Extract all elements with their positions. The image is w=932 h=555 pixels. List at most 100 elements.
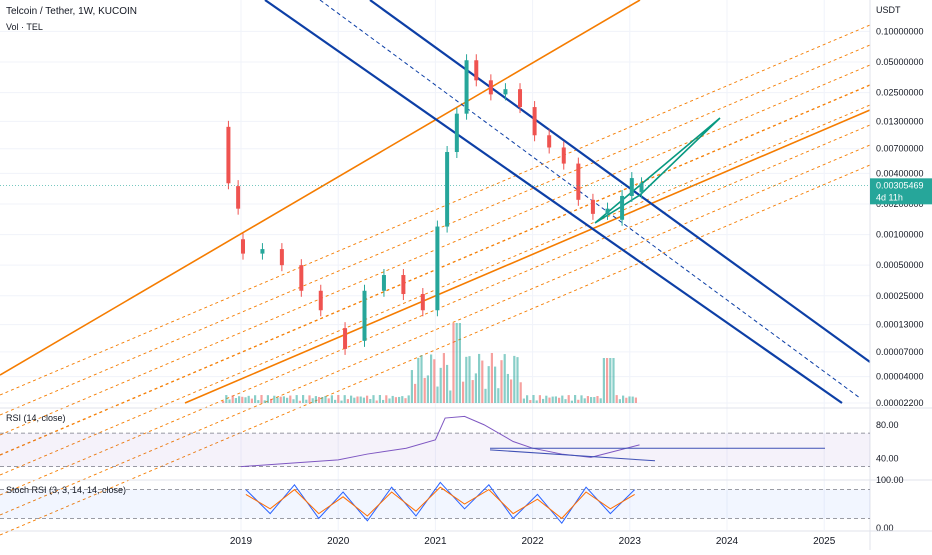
stoch-tick-label-1: 0.00 [876,523,894,533]
volume-bar-98 [535,400,538,403]
fib-line-1 [0,24,871,396]
price-tick-label-1: 0.05000000 [876,57,924,67]
volume-bar-96 [529,400,532,403]
volume-bar-41 [353,397,356,403]
volume-label: Vol · TEL [6,22,43,32]
fib-line-4 [0,84,871,456]
rsi-tick-label-1: 40.00 [876,453,899,463]
price-tick-label-11: 0.00007000 [876,347,924,357]
volume-bar-97 [532,395,535,403]
fib-line-3 [0,64,871,436]
candle-body-25 [605,208,610,214]
volume-bar-114 [586,396,589,403]
volume-bar-80 [478,353,481,403]
candle-body-3 [260,249,265,254]
candle-body-22 [561,147,566,164]
volume-bar-3 [231,395,234,403]
channel-upper-line [0,0,641,376]
volume-bar-126 [625,397,628,403]
time-tick-label-2025: 2025 [813,536,836,547]
stoch-tick-label-0: 100.00 [876,475,904,485]
price-axis-unit: USDT [876,5,901,15]
volume-bar-50 [382,399,385,403]
volume-bar-52 [388,398,391,403]
volume-bar-36 [337,395,340,403]
volume-bar-90 [510,379,513,403]
volume-bar-120 [606,358,609,403]
volume-bar-30 [318,396,321,403]
volume-bar-61 [417,357,420,403]
volume-bar-85 [494,366,497,403]
fib-line-2 [0,44,871,416]
volume-bar-46 [369,399,372,403]
price-tick-label-8: 0.00050000 [876,260,924,270]
candle-body-11 [420,294,425,311]
volume-bar-115 [590,397,593,403]
volume-bar-111 [577,399,580,403]
volume-bar-101 [545,395,548,403]
volume-bar-74 [458,323,461,403]
volume-bar-123 [615,395,618,403]
price-tick-label-2: 0.02500000 [876,88,924,98]
volume-bar-51 [385,395,388,403]
volume-bar-73 [455,323,458,403]
stoch-line-0 [245,481,636,525]
volume-bar-106 [561,395,564,403]
volume-bar-45 [366,395,369,403]
volume-bar-77 [468,356,471,403]
time-axis[interactable]: 2019 2020 2021 2022 2023 2024 2025 [0,530,932,547]
stoch-title: Stoch RSI (3, 3, 14, 14, close) [6,485,126,495]
rsi-band-fill [0,433,870,467]
rsi-pane[interactable]: RSI (14, close) 80.00 40.00 [0,407,932,468]
candle-body-1 [236,186,241,209]
chart-title: Telcoin / Tether, 1W, KUCOIN [6,6,137,17]
volume-bar-127 [628,396,631,403]
rising-wedge [594,117,721,224]
fib-line-6 [0,124,871,496]
descending-channel-lower [264,0,843,404]
volume-bar-37 [340,400,343,403]
volume-bar-92 [516,357,519,403]
rsi-tick-label-0: 80.00 [876,420,899,430]
candle-body-4 [279,249,284,266]
volume-bar-12 [260,395,263,403]
candle-body-9 [381,275,386,291]
volume-bar-93 [519,382,522,403]
volume-bar-104 [554,396,557,403]
volume-bar-17 [276,397,279,403]
volume-bar-81 [481,360,484,403]
volume-bar-14 [266,395,269,403]
countdown-label: 4d 11h [876,192,903,202]
candle-body-0 [226,126,231,184]
time-tick-label-2024: 2024 [716,536,739,547]
volume-bar-25 [302,395,305,403]
candle-body-6 [318,290,323,311]
volume-bar-28 [311,398,314,403]
price-tick-label-0: 0.10000000 [876,26,924,36]
volume-bar-26 [305,399,308,403]
current-price-label: 0.00305469 [876,180,924,190]
volume-bar-79 [474,373,477,403]
volume-bar-58 [407,395,410,403]
candle-body-8 [362,290,367,341]
volume-bar-2 [228,399,231,403]
volume-bar-110 [574,395,577,403]
time-tick-label-2020: 2020 [327,536,350,547]
volume-bar-7 [244,397,247,403]
volume-bar-57 [404,398,407,403]
volume-bar-116 [593,397,596,403]
volume-bar-27 [308,395,311,403]
price-tick-label-13: 0.00002200 [876,398,924,408]
volume-bar-94 [522,398,525,403]
candle-body-15 [464,60,469,114]
volume-bar-72 [452,323,455,403]
drawing-layer[interactable] [0,0,871,536]
volume-bar-5 [238,396,241,403]
stoch-rsi-pane[interactable]: Stoch RSI (3, 3, 14, 14, close) 100.00 0.0… [0,475,932,533]
current-price-tag [870,178,932,205]
volume-bar-112 [580,395,583,403]
volume-bar-62 [420,355,423,403]
